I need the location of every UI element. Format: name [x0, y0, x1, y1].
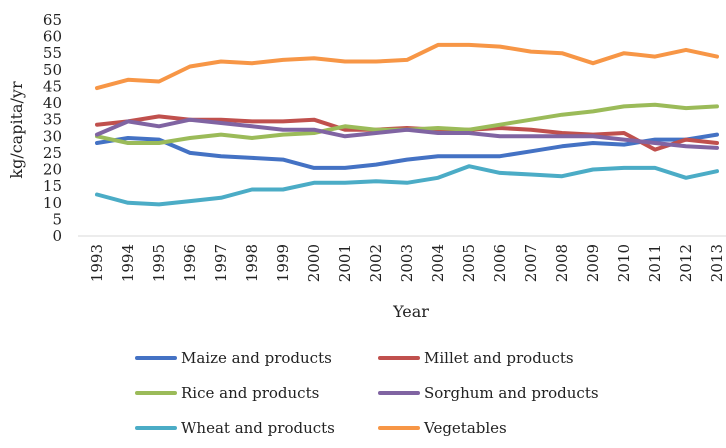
y-tick-label: 0 [52, 227, 62, 245]
x-tick-label: 1998 [243, 244, 261, 282]
series-line-wheat-and-products [95, 164, 719, 207]
x-tick-label: 2013 [708, 244, 726, 282]
x-tick-label: 1994 [119, 244, 137, 282]
x-tick-label: 2007 [522, 244, 540, 282]
y-axis-title: kg/capita/yr [7, 81, 26, 179]
y-tick-label: 5 [52, 210, 62, 228]
y-tick-label: 60 [43, 28, 62, 46]
y-tick-label: 50 [43, 61, 62, 79]
x-tick-label: 2000 [305, 244, 323, 282]
x-tick-label: 2004 [429, 244, 447, 282]
x-tick-label: 2009 [584, 244, 602, 282]
x-tick-label: 2012 [677, 244, 695, 282]
x-tick-label: 2001 [336, 244, 354, 282]
series-line-rice-and-products [95, 102, 719, 145]
x-tick-label: 1997 [212, 244, 230, 282]
series-line-vegetables [95, 42, 719, 91]
y-tick-label: 40 [43, 94, 62, 112]
x-tick-label: 2003 [398, 244, 416, 282]
series-line-maize-and-products [95, 132, 719, 170]
y-tick-label: 25 [43, 144, 62, 162]
y-tick-label: 15 [43, 177, 62, 195]
y-tick-label: 45 [43, 77, 62, 95]
x-tick-label: 2010 [615, 244, 633, 282]
y-tick-label: 10 [43, 194, 62, 212]
x-tick-label: 2005 [460, 244, 478, 282]
x-tick-label: 2011 [646, 244, 664, 282]
x-tick-label: 1993 [88, 244, 106, 282]
x-axis-title: Year [392, 302, 429, 321]
y-tick-label: 55 [43, 44, 62, 62]
y-tick-label: 30 [43, 127, 62, 145]
x-tick-label: 1996 [181, 244, 199, 282]
x-tick-label: 2008 [553, 244, 571, 282]
x-tick-label: 1995 [150, 244, 168, 282]
y-tick-label: 65 [43, 11, 62, 29]
series-lines [95, 42, 719, 207]
y-tick-label: 20 [43, 161, 62, 179]
y-tick-label: 35 [43, 111, 62, 129]
x-tick-label: 2006 [491, 244, 509, 282]
x-tick-label: 1999 [274, 244, 292, 282]
series-line-sorghum-and-products [95, 117, 719, 150]
x-tick-label: 2002 [367, 244, 385, 282]
x-axis-ticks: 1993 1994 1995 1996 1997 1998 1999 2000 2001 2002… [88, 244, 726, 282]
